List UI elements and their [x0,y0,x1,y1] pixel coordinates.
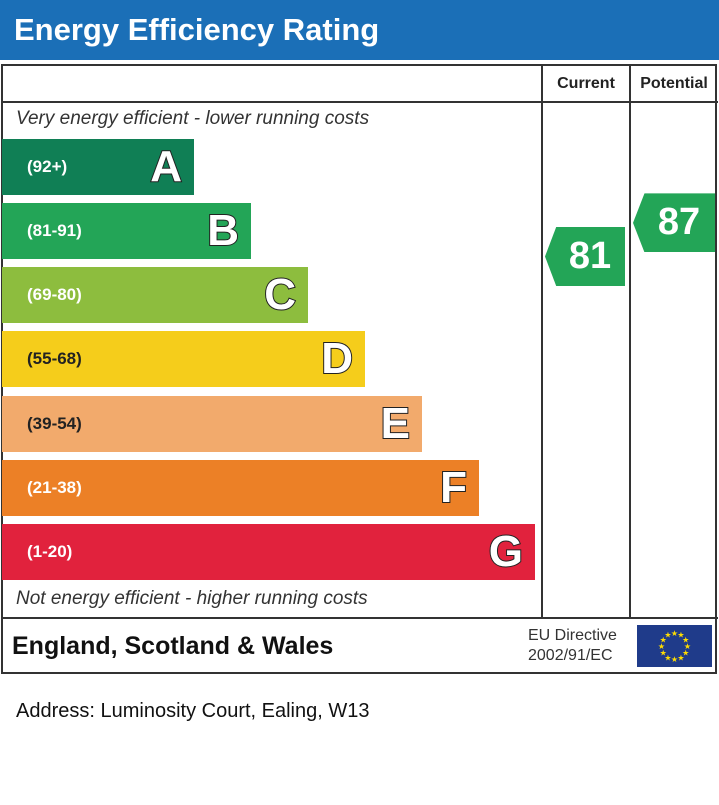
potential-column-header: Potential [640,75,708,92]
band-letter: B [206,205,240,256]
potential-rating-arrow: 87 [633,193,715,253]
band-range: (55-68) [27,349,82,368]
directive-line-1: EU Directive [528,627,617,644]
band-a: (92+) A [2,139,194,195]
eu-star-icon: ★ [677,653,684,662]
eu-star-icon: ★ [664,631,671,640]
column-divider [541,64,543,618]
eu-flag-icon: ★ ★ ★ ★ ★ ★ ★ ★ ★ ★ ★ ★ [637,625,712,667]
top-note: Very energy efficient - lower running co… [16,108,370,129]
header-divider [1,101,718,103]
bottom-note: Not energy efficient - higher running co… [16,588,368,609]
current-rating-arrow: 81 [545,227,625,286]
page-title: Energy Efficiency Rating [0,0,719,60]
eu-star-icon: ★ [684,642,691,651]
band-range: (21-38) [27,478,82,497]
band-letter: F [439,462,468,513]
eu-star-icon: ★ [658,642,665,651]
eu-directive: EU Directive 2002/91/EC [528,626,617,666]
footer-divider [1,617,718,619]
band-range: (69-80) [27,285,82,304]
directive-line-2: 2002/91/EC [528,647,613,664]
band-e: (39-54) E [2,396,422,452]
eu-star-icon: ★ [671,655,678,664]
band-letter: G [488,526,524,577]
address: Address: Luminosity Court, Ealing, W13 [16,700,370,722]
band-d: (55-68) D [2,331,365,387]
band-f: (21-38) F [2,460,479,516]
band-g: (1-20) G [2,524,535,580]
eu-star-icon: ★ [677,631,684,640]
eu-star-icon: ★ [682,649,689,658]
current-column-header: Current [557,75,615,92]
eu-star-icon: ★ [660,636,667,645]
band-letter: C [263,269,297,320]
eu-star-icon: ★ [682,636,689,645]
band-c: (69-80) C [2,267,308,323]
band-letter: E [380,398,411,449]
band-letter: A [149,141,183,192]
eu-star-icon: ★ [671,629,678,638]
band-b: (81-91) B [2,203,251,259]
band-letter: D [320,333,354,384]
eu-star-icon: ★ [664,653,671,662]
band-range: (81-91) [27,221,82,240]
band-range: (39-54) [27,414,82,433]
region-label: England, Scotland & Wales [12,632,334,660]
band-range: (1-20) [27,542,73,561]
eu-star-icon: ★ [660,649,667,658]
band-range: (92+) [27,157,68,176]
column-divider [629,64,631,618]
